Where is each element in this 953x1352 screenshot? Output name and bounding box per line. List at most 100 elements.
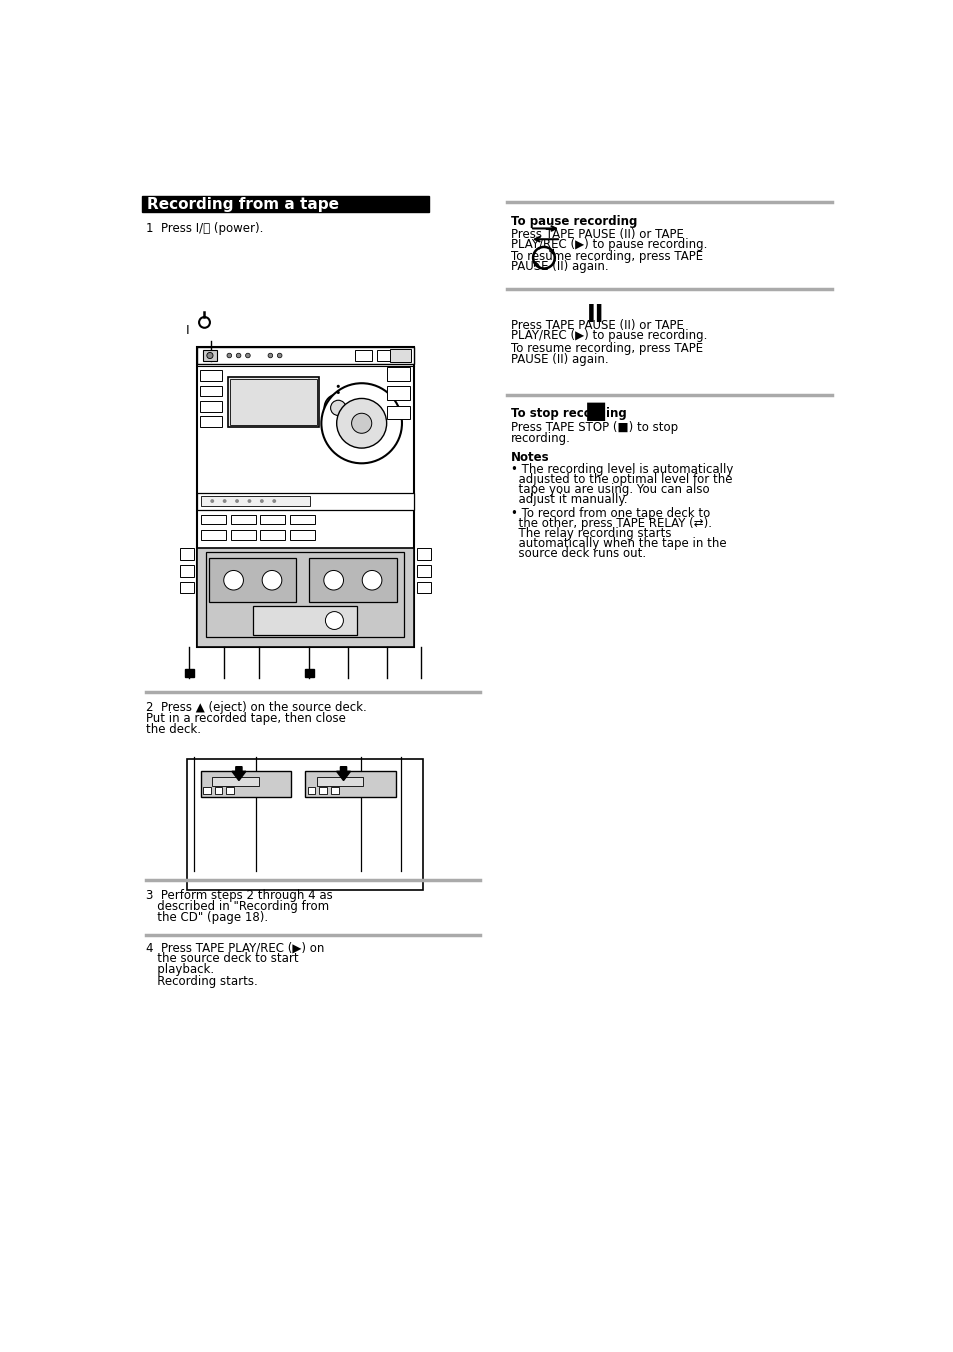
Text: automatically when the tape in the: automatically when the tape in the [510,537,725,550]
Text: Press TAPE PAUSE (II) or TAPE: Press TAPE PAUSE (II) or TAPE [510,228,682,242]
Circle shape [277,353,282,358]
Bar [331,787,338,794]
Bar [231,530,255,539]
Text: Press TAPE PAUSE (II) or TAPE: Press TAPE PAUSE (II) or TAPE [510,319,682,331]
Text: 3  Perform steps 2 through 4 as: 3 Perform steps 2 through 4 as [146,890,333,902]
Bar [230,380,316,425]
Text: the other, press TAPE RELAY (⇄).: the other, press TAPE RELAY (⇄). [510,518,711,530]
Bar [201,496,310,507]
Circle shape [259,499,264,503]
Circle shape [272,499,276,503]
Text: ■: ■ [584,399,606,423]
Bar [386,406,410,419]
Circle shape [268,353,273,358]
Circle shape [336,399,386,448]
Text: Recording from a tape: Recording from a tape [147,196,339,212]
Circle shape [234,499,239,503]
Bar [316,776,363,786]
Text: the CD" (page 18).: the CD" (page 18). [146,911,268,923]
Bar [290,530,314,539]
Circle shape [321,383,401,464]
Bar [226,787,233,794]
Bar [260,515,285,525]
Bar [290,515,314,525]
Text: recording.: recording. [510,431,570,445]
Bar [305,771,395,798]
Circle shape [224,571,243,589]
Bar [386,387,410,400]
Circle shape [262,571,281,589]
Text: To pause recording: To pause recording [510,215,637,227]
Text: I: I [185,324,189,337]
Text: 1  Press I/⏻ (power).: 1 Press I/⏻ (power). [146,222,263,234]
Circle shape [325,611,343,630]
Circle shape [236,353,241,358]
Bar [179,548,193,560]
Circle shape [362,571,381,589]
Text: the deck.: the deck. [146,723,201,735]
Text: Notes: Notes [510,452,549,464]
Bar [196,548,414,648]
Text: playback.: playback. [146,963,214,976]
Bar [199,416,221,427]
Bar [206,552,404,637]
Circle shape [210,499,214,503]
Text: To stop recording: To stop recording [510,407,626,420]
Bar [305,669,314,677]
Bar [142,196,429,212]
Text: • To record from one tape deck to: • To record from one tape deck to [510,507,709,521]
Circle shape [222,499,227,503]
Text: adjusted to the optimal level for the: adjusted to the optimal level for the [510,473,731,485]
Bar [355,350,372,361]
Bar [179,565,193,576]
Text: Put in a recorded tape, then close: Put in a recorded tape, then close [146,713,346,725]
Text: described in "Recording from: described in "Recording from [146,900,329,913]
Bar [203,787,211,794]
Bar [390,349,410,362]
Text: The relay recording starts: The relay recording starts [510,527,670,541]
Text: Recording starts.: Recording starts. [146,975,258,988]
Bar [307,787,315,794]
Bar [199,402,221,412]
Bar [416,565,431,576]
Circle shape [207,353,213,358]
Bar [231,515,255,525]
Bar [416,581,431,594]
Circle shape [352,414,372,433]
Text: To resume recording, press TAPE: To resume recording, press TAPE [510,250,702,264]
FancyArrow shape [232,767,246,780]
Circle shape [336,391,339,393]
FancyArrow shape [336,767,350,780]
Bar [196,347,414,648]
Bar [309,558,396,603]
Text: PAUSE (II) again.: PAUSE (II) again. [510,260,608,273]
Bar [199,385,221,396]
Text: source deck runs out.: source deck runs out. [510,548,645,560]
Bar [200,771,291,798]
Text: adjust it manually.: adjust it manually. [510,492,626,506]
Bar [185,669,193,677]
Text: tape you are using. You can also: tape you are using. You can also [510,483,708,496]
Bar [196,492,414,510]
Bar [319,787,327,794]
Text: • The recording level is automatically: • The recording level is automatically [510,462,732,476]
Bar [386,366,410,381]
Bar [199,370,221,381]
Text: To resume recording, press TAPE: To resume recording, press TAPE [510,342,702,356]
Circle shape [331,400,346,415]
Bar [214,787,222,794]
Text: Press TAPE STOP (■) to stop: Press TAPE STOP (■) to stop [510,420,677,434]
Bar [209,558,296,603]
Text: PLAY/REC (▶) to pause recording.: PLAY/REC (▶) to pause recording. [510,330,706,342]
Bar [228,377,318,427]
Circle shape [247,499,252,503]
Circle shape [227,353,232,358]
Bar [253,606,357,635]
Bar [187,758,422,890]
Circle shape [336,385,339,388]
Text: 4  Press TAPE PLAY/REC (▶) on: 4 Press TAPE PLAY/REC (▶) on [146,941,324,955]
Text: PAUSE (II) again.: PAUSE (II) again. [510,353,608,366]
Bar [196,347,414,364]
Bar [212,776,258,786]
Bar [416,548,431,560]
